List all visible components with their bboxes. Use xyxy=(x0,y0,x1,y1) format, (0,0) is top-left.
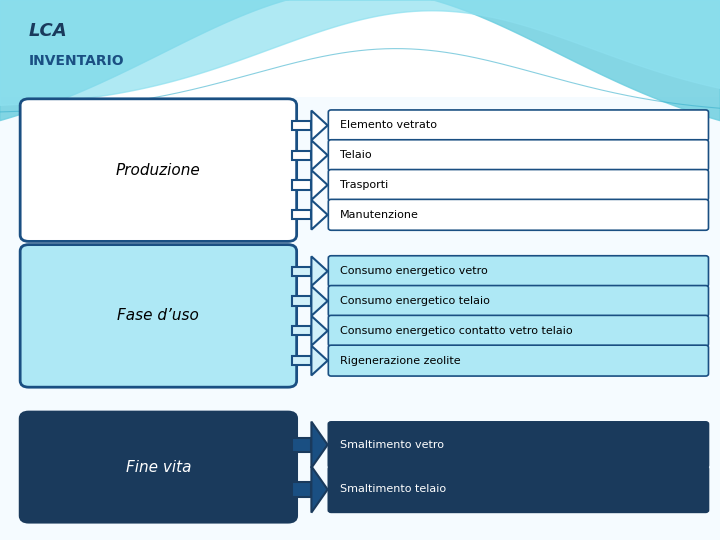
FancyBboxPatch shape xyxy=(20,412,297,522)
Text: Trasporti: Trasporti xyxy=(340,180,388,190)
FancyBboxPatch shape xyxy=(292,210,311,219)
Polygon shape xyxy=(311,256,328,286)
Text: Consumo energetico telaio: Consumo energetico telaio xyxy=(340,296,490,306)
FancyBboxPatch shape xyxy=(328,286,708,316)
Text: Smaltimento telaio: Smaltimento telaio xyxy=(340,484,446,495)
FancyBboxPatch shape xyxy=(292,356,311,365)
FancyBboxPatch shape xyxy=(328,256,708,287)
FancyBboxPatch shape xyxy=(292,296,311,306)
FancyBboxPatch shape xyxy=(292,180,311,190)
FancyBboxPatch shape xyxy=(20,245,297,387)
Polygon shape xyxy=(311,170,328,200)
FancyBboxPatch shape xyxy=(328,422,708,468)
Polygon shape xyxy=(311,111,328,140)
FancyBboxPatch shape xyxy=(328,199,708,230)
FancyBboxPatch shape xyxy=(292,482,311,496)
Polygon shape xyxy=(311,467,328,512)
Text: Telaio: Telaio xyxy=(340,150,372,160)
Text: Fine vita: Fine vita xyxy=(126,460,191,475)
Text: Elemento vetrato: Elemento vetrato xyxy=(340,120,437,130)
FancyBboxPatch shape xyxy=(328,315,708,346)
Text: INVENTARIO: INVENTARIO xyxy=(29,54,125,68)
Text: LCA: LCA xyxy=(29,22,68,39)
FancyBboxPatch shape xyxy=(292,151,311,160)
Bar xyxy=(0,97,720,540)
Polygon shape xyxy=(311,316,328,346)
FancyBboxPatch shape xyxy=(20,99,297,241)
Polygon shape xyxy=(311,346,328,375)
Text: Rigenerazione zeolite: Rigenerazione zeolite xyxy=(340,356,461,366)
FancyBboxPatch shape xyxy=(292,438,311,452)
FancyBboxPatch shape xyxy=(328,467,708,512)
Text: Consumo energetico vetro: Consumo energetico vetro xyxy=(340,266,487,276)
FancyBboxPatch shape xyxy=(328,170,708,200)
FancyBboxPatch shape xyxy=(328,140,708,171)
Text: Consumo energetico contatto vetro telaio: Consumo energetico contatto vetro telaio xyxy=(340,326,572,336)
FancyBboxPatch shape xyxy=(292,267,311,276)
Text: Fase d’uso: Fase d’uso xyxy=(117,308,199,323)
FancyBboxPatch shape xyxy=(292,326,311,335)
FancyBboxPatch shape xyxy=(328,110,708,141)
Polygon shape xyxy=(311,140,328,170)
Text: Manutenzione: Manutenzione xyxy=(340,210,419,220)
Text: Smaltimento vetro: Smaltimento vetro xyxy=(340,440,444,450)
FancyBboxPatch shape xyxy=(292,121,311,130)
Polygon shape xyxy=(311,286,328,316)
Text: Produzione: Produzione xyxy=(116,163,201,178)
Polygon shape xyxy=(311,200,328,230)
Polygon shape xyxy=(311,422,328,468)
FancyBboxPatch shape xyxy=(328,345,708,376)
